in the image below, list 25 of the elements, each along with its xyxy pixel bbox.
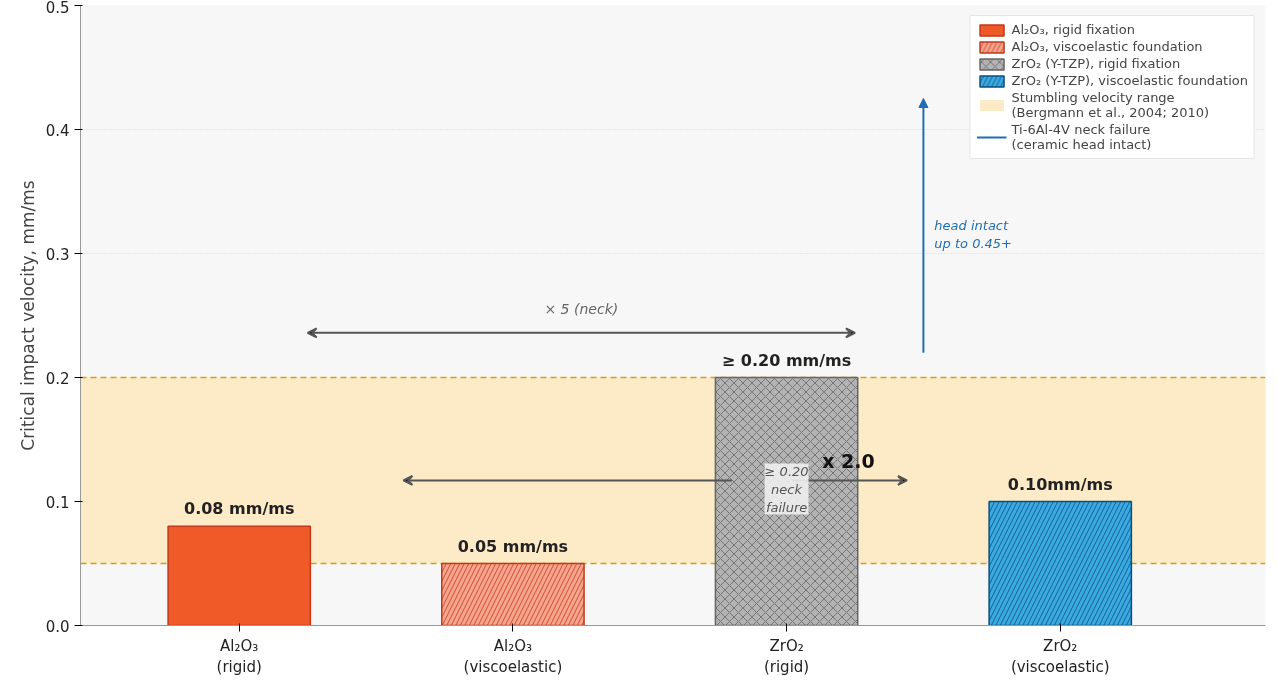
legend-label: Stumbling velocity range (Bergmann et al., 2004; 2010)	[1011, 90, 1210, 120]
y-tick-label: 0.5	[45, 0, 70, 17]
annotation: ≥ 0.20 neck failure	[764, 463, 809, 515]
y-tick-label: 0.4	[45, 121, 70, 140]
y-tick-label: 0.3	[45, 245, 70, 264]
data-label: ≥ 0.20 mm/ms	[721, 350, 852, 370]
annotation: x 2.0	[822, 449, 875, 472]
y-tick-label: 0.0	[45, 617, 70, 636]
y-tick-label: 0.2	[45, 369, 70, 388]
x-tick-label: Al₂O₃ (viscoelastic)	[463, 636, 563, 677]
data-label: 0.08 mm/ms	[184, 499, 295, 519]
x-tick-label: Al₂O₃ (rigid)	[216, 636, 262, 677]
annotation: head intact up to 0.45+	[934, 218, 1013, 252]
annotation: × 5 (neck)	[544, 301, 619, 318]
y-axis-title: Critical impact velocity, mm/ms	[17, 180, 38, 451]
legend-label: Al₂O₃, viscoelastic foundation	[1011, 39, 1203, 54]
x-tick-label: ZrO₂ (viscoelastic)	[1010, 636, 1110, 677]
data-label: 0.10mm/ms	[1007, 474, 1113, 494]
data-label: 0.05 mm/ms	[457, 536, 569, 556]
x-tick-label: ZrO₂ (rigid)	[763, 636, 810, 677]
legend-label: ZrO₂ (Y-TZP), viscoelastic foundation	[1011, 73, 1248, 88]
legend-label: Al₂O₃, rigid fixation	[1011, 22, 1135, 37]
legend-label: ZrO₂ (Y-TZP), rigid fixation	[1011, 56, 1181, 71]
legend-label: Ti-6Al-4V neck failure (ceramic head intact)	[1011, 122, 1152, 152]
y-tick-label: 0.1	[45, 493, 70, 512]
